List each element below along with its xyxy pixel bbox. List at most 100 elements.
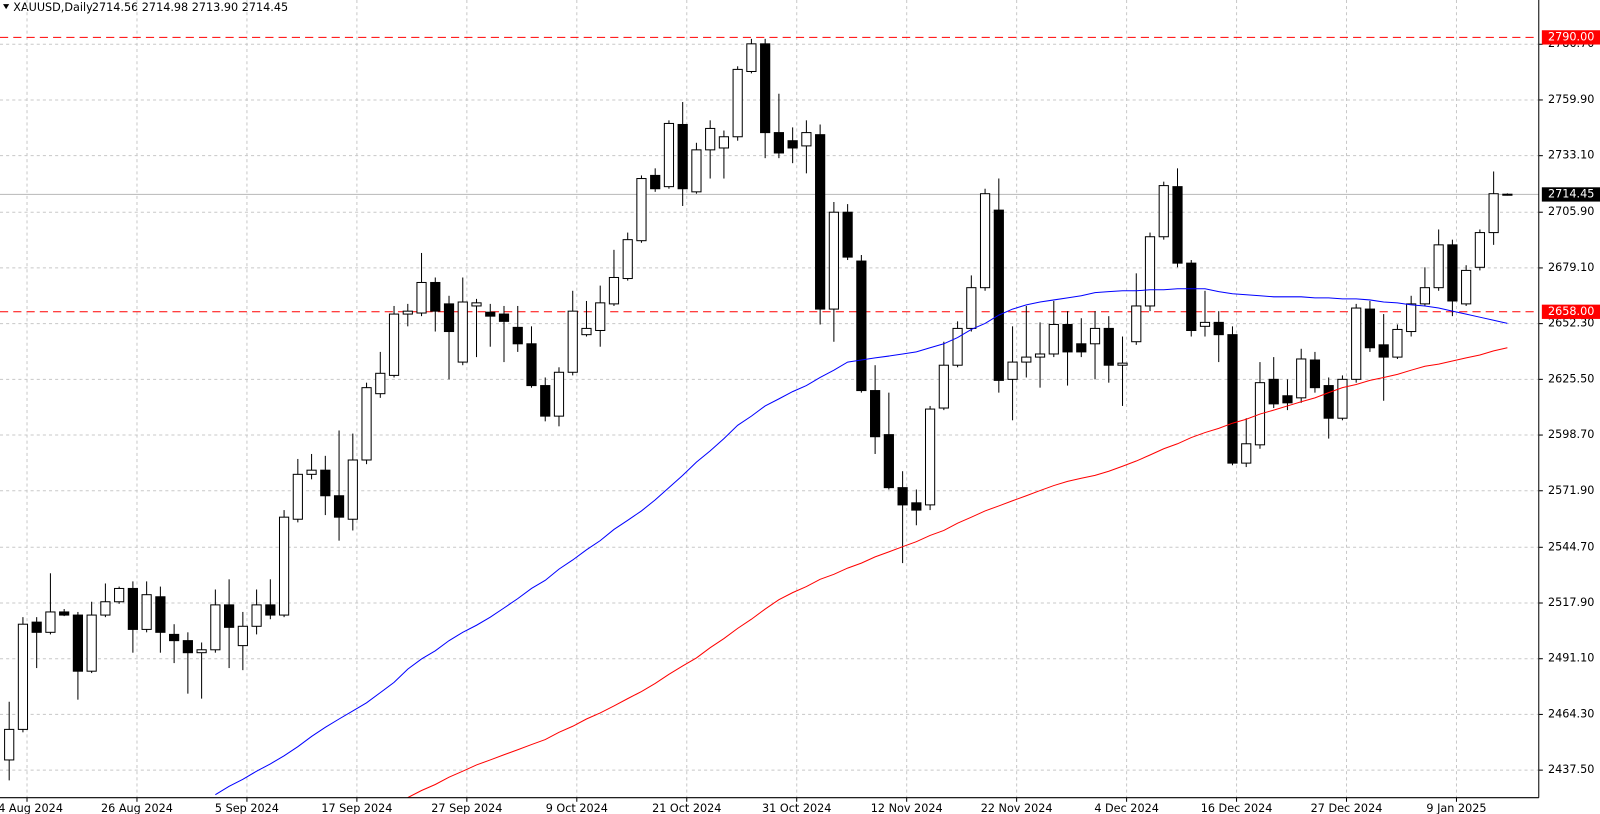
- candle-body: [1186, 262, 1197, 332]
- symbol-title: XAUUSD,Daily: [13, 1, 93, 14]
- candle-body: [31, 621, 42, 633]
- candle-body: [155, 596, 166, 633]
- candle-body: [1144, 236, 1156, 307]
- candle-body: [141, 594, 152, 630]
- candle-body: [1461, 269, 1472, 305]
- y-tick-label: 2625.50: [1548, 372, 1594, 385]
- candle-body: [416, 281, 427, 314]
- y-tick-label: 2705.90: [1548, 205, 1594, 218]
- moving-average: [407, 347, 1508, 798]
- candle-body: [430, 281, 441, 312]
- candle-body: [567, 310, 578, 373]
- candle-body: [512, 326, 523, 345]
- candle-body: [1364, 308, 1376, 349]
- y-tick-label: 2491.10: [1548, 652, 1594, 665]
- candle-body: [1323, 385, 1334, 419]
- candle-body: [127, 587, 138, 630]
- y-tick-label: 2598.70: [1548, 428, 1594, 441]
- candle-body: [237, 625, 248, 647]
- candle-body: [526, 343, 537, 387]
- candle-body: [45, 611, 56, 633]
- candle-body: [1392, 328, 1403, 358]
- level-label: 2714.45: [1548, 187, 1594, 200]
- x-tick-label: 4 Dec 2024: [1094, 802, 1159, 814]
- candle-body: [1021, 356, 1032, 363]
- y-tick-label: 2652.30: [1548, 317, 1594, 330]
- candle-body: [86, 614, 97, 672]
- candle-body: [540, 385, 551, 417]
- candle-body: [278, 516, 290, 616]
- candle-body: [966, 287, 977, 329]
- candle-body: [224, 604, 235, 628]
- candle-body: [870, 390, 881, 438]
- moving-average: [215, 288, 1508, 796]
- x-tick-label: 9 Jan 2025: [1426, 802, 1486, 814]
- candle-body: [1282, 395, 1293, 404]
- level-label: 2790.00: [1548, 30, 1594, 43]
- candle-body: [787, 140, 798, 149]
- candle-body: [1378, 344, 1389, 358]
- candle-body: [485, 311, 496, 317]
- y-tick-label: 2571.90: [1548, 484, 1594, 497]
- candle-body: [815, 134, 826, 310]
- y-tick-label: 2679.10: [1548, 261, 1594, 274]
- candle-body: [375, 372, 386, 395]
- candle-body: [100, 601, 111, 616]
- candle-body: [828, 211, 839, 310]
- candle-body: [691, 149, 702, 193]
- x-tick-label: 5 Sep 2024: [215, 802, 279, 814]
- collapse-icon: [3, 4, 10, 10]
- y-tick-label: 2759.90: [1548, 93, 1594, 106]
- candle-body: [622, 239, 633, 280]
- x-tick-label: 21 Oct 2024: [652, 802, 721, 814]
- candle-body: [1502, 193, 1513, 196]
- candle-body: [72, 614, 84, 672]
- candle-body: [1076, 343, 1087, 353]
- candle-body: [1433, 244, 1444, 289]
- x-tick-label: 16 Dec 2024: [1201, 802, 1273, 814]
- y-tick-label: 2544.70: [1548, 540, 1594, 553]
- candle-body: [746, 43, 757, 72]
- candle-body: [347, 459, 358, 520]
- candle-body: [938, 364, 949, 409]
- x-tick-label: 9 Oct 2024: [546, 802, 608, 814]
- candle-body: [114, 587, 125, 603]
- candle-body: [663, 122, 675, 188]
- candle-body: [333, 495, 345, 518]
- candle-body: [1213, 321, 1224, 336]
- candle-body: [581, 327, 592, 336]
- candle-body: [169, 633, 180, 642]
- candle-body: [1117, 362, 1128, 366]
- candle-body: [608, 276, 620, 305]
- candle-body: [292, 473, 303, 520]
- candle-body: [595, 302, 606, 332]
- candle-body: [1131, 305, 1142, 343]
- candle-body: [842, 211, 853, 258]
- candle-body: [553, 371, 565, 417]
- candle-body: [1447, 244, 1458, 302]
- candle-body: [1034, 353, 1046, 358]
- x-tick-label: 14 Aug 2024: [0, 802, 63, 814]
- level-label-box: [1541, 304, 1600, 319]
- candle-body: [306, 469, 317, 475]
- candle-body: [196, 649, 207, 654]
- candle-body: [979, 193, 991, 289]
- candle-body: [443, 303, 455, 333]
- candle-body: [265, 604, 276, 616]
- quote: 2714.56 2714.98 2713.90 2714.45: [92, 1, 288, 14]
- candle-body: [1199, 321, 1211, 327]
- candle-body: [650, 174, 661, 190]
- candle-body: [320, 469, 331, 497]
- candle-body: [17, 623, 29, 730]
- y-tick-label: 2517.90: [1548, 596, 1594, 609]
- candle-body: [1309, 359, 1321, 389]
- candle-body: [1172, 186, 1183, 264]
- candle-body: [1351, 307, 1362, 380]
- candle-body: [677, 123, 688, 190]
- level-label-box: [1541, 187, 1600, 202]
- level-label-box: [1541, 30, 1600, 45]
- candle-body: [993, 209, 1004, 381]
